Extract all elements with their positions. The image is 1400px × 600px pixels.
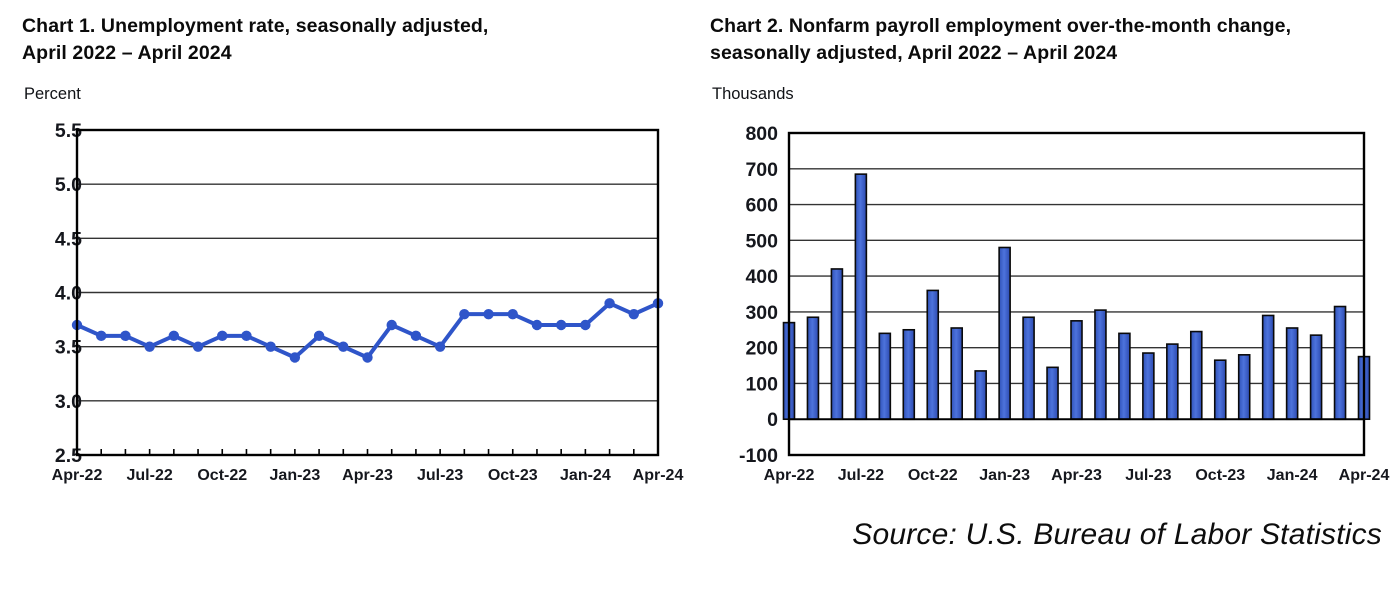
x-tick-label: Apr-23: [1051, 467, 1102, 484]
x-tick-label: Jan-24: [1267, 467, 1318, 484]
data-point: [168, 330, 180, 342]
bar: [998, 246, 1011, 421]
plot-border: [787, 131, 1366, 457]
bar: [1237, 354, 1251, 421]
y-tick-label: 0: [767, 409, 778, 431]
bar: [1309, 334, 1323, 421]
data-point: [120, 330, 131, 342]
x-tick-label: Jan-23: [270, 467, 321, 484]
bar: [1213, 359, 1227, 421]
bar: [1094, 309, 1107, 421]
unemployment-line-chart: 2.5 3.0 3.5 4.0 4.5 5.0 5.5 Apr-22 Jul-22 Oct-22 J…: [52, 120, 684, 484]
bar: [1046, 366, 1059, 421]
data-point: [410, 330, 422, 342]
payroll-bar-chart: -100 0 100 200 300 400 500 600 700 800 Apr-22 Jul-2…: [739, 123, 1390, 484]
x-tick-label: Apr-23: [342, 467, 393, 484]
y-tick-label: 800: [745, 123, 778, 145]
data-point: [483, 308, 494, 320]
chart1-unit-label: Percent: [24, 85, 81, 103]
bar: [1166, 343, 1179, 421]
y-tick-label: 300: [745, 302, 778, 324]
data-point: [338, 341, 349, 352]
bar: [926, 289, 940, 421]
data-point: [386, 319, 397, 331]
bar: [1333, 305, 1347, 421]
x-tick-label: Jan-24: [560, 467, 611, 484]
bar: [950, 327, 964, 421]
bar: [878, 332, 892, 421]
bar: [1261, 314, 1275, 421]
chart2-unit-label: Thousands: [712, 85, 794, 103]
x-tick-label: Jul-22: [127, 467, 173, 484]
bar: [806, 316, 820, 421]
bar: [1022, 316, 1035, 421]
data-point: [555, 319, 567, 331]
y-tick-label: 5.5: [55, 120, 82, 142]
x-tick-label: Oct-22: [908, 467, 958, 484]
x-tick-label: Apr-22: [764, 467, 815, 484]
y-tick-label: 2.5: [55, 445, 82, 467]
data-point: [434, 341, 446, 352]
y-tick-label: 4.0: [55, 283, 82, 305]
plot-border: [75, 128, 660, 457]
data-point: [459, 308, 470, 320]
bar: [1285, 327, 1299, 421]
y-tick-label: 100: [745, 373, 778, 395]
bar: [830, 268, 844, 421]
x-tick-label: Apr-22: [52, 467, 103, 484]
data-point: [604, 298, 615, 309]
chart2-title-line1: Chart 2. Nonfarm payroll employment over…: [710, 15, 1292, 37]
data-point: [217, 330, 228, 342]
bar: [1118, 332, 1131, 421]
y-tick-label: 600: [745, 195, 778, 217]
x-tick-label: Jul-22: [838, 467, 884, 484]
source-note: Source: U.S. Bureau of Labor Statistics: [852, 518, 1382, 551]
y-tick-label: 5.0: [55, 174, 82, 196]
x-tick-label: Jul-23: [1125, 467, 1171, 484]
unemployment-rate-line: [75, 301, 660, 360]
data-point: [313, 330, 325, 342]
y-tick-label: -100: [739, 445, 778, 467]
data-point: [144, 341, 155, 352]
x-tick-label: Oct-23: [1195, 467, 1245, 484]
bar: [974, 370, 987, 421]
y-tick-label: 4.5: [55, 228, 82, 250]
y-tick-label: 200: [745, 338, 778, 360]
data-point: [289, 352, 301, 363]
data-point: [531, 319, 543, 331]
bar: [1189, 330, 1203, 421]
chart1-title: Chart 1. Unemployment rate, seasonally a…: [22, 13, 488, 67]
data-point: [628, 308, 639, 320]
bar: [1142, 352, 1155, 421]
x-tick-label: Oct-22: [197, 467, 247, 484]
data-point: [96, 330, 107, 342]
chart1-title-line2: April 2022 – April 2024: [22, 42, 232, 64]
x-tick-label: Oct-23: [488, 467, 538, 484]
data-point: [241, 330, 252, 342]
y-tick-label: 500: [745, 230, 778, 252]
x-tick-label: Jan-23: [979, 467, 1030, 484]
y-tick-label: 400: [745, 266, 778, 288]
chart2-title-line2: seasonally adjusted, April 2022 – April …: [710, 42, 1118, 64]
chart2-title: Chart 2. Nonfarm payroll employment over…: [710, 13, 1291, 67]
y-tick-label: 3.5: [55, 337, 82, 359]
data-point: [192, 341, 204, 352]
data-point: [265, 341, 276, 352]
x-tick-label: Apr-24: [1339, 467, 1390, 484]
x-tick-label: Jul-23: [417, 467, 463, 484]
y-tick-label: 700: [745, 159, 778, 181]
bar: [1070, 320, 1083, 421]
data-point: [507, 308, 518, 320]
chart1-title-line1: Chart 1. Unemployment rate, seasonally a…: [22, 15, 489, 37]
data-point: [580, 319, 591, 331]
x-tick-label: Apr-24: [633, 467, 684, 484]
bar: [854, 173, 868, 421]
y-tick-label: 3.0: [55, 391, 82, 413]
bar: [902, 328, 916, 421]
data-point: [362, 352, 373, 363]
